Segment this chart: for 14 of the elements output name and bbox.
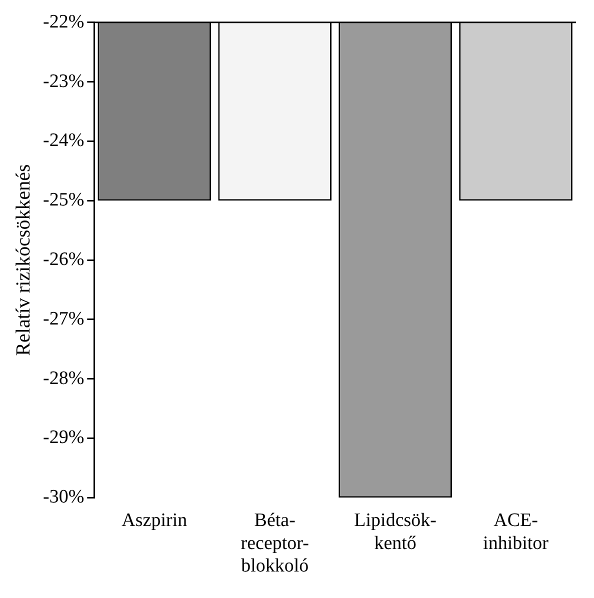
y-tick-label: -23% xyxy=(43,70,84,92)
x-tick-label: ACE-inhibitor xyxy=(483,510,550,554)
y-tick-label: -28% xyxy=(43,368,84,389)
y-tick-label: -24% xyxy=(43,130,84,152)
y-tick-label: -26% xyxy=(43,248,84,270)
x-tick-label: Lipidcsök-kentő xyxy=(354,510,436,554)
y-tick-label: -30% xyxy=(43,486,84,508)
y-tick-label: -25% xyxy=(43,190,84,211)
x-tick-label: Béta-receptor-blokkoló xyxy=(240,510,309,577)
y-tick-label: -27% xyxy=(43,308,84,330)
y-tick-label: -29% xyxy=(43,427,84,448)
x-tick-label: Aszpirin xyxy=(122,510,188,531)
y-tick-label: -22% xyxy=(43,11,84,32)
y-axis-title: Relatív rizikócsökkenés xyxy=(12,164,34,356)
